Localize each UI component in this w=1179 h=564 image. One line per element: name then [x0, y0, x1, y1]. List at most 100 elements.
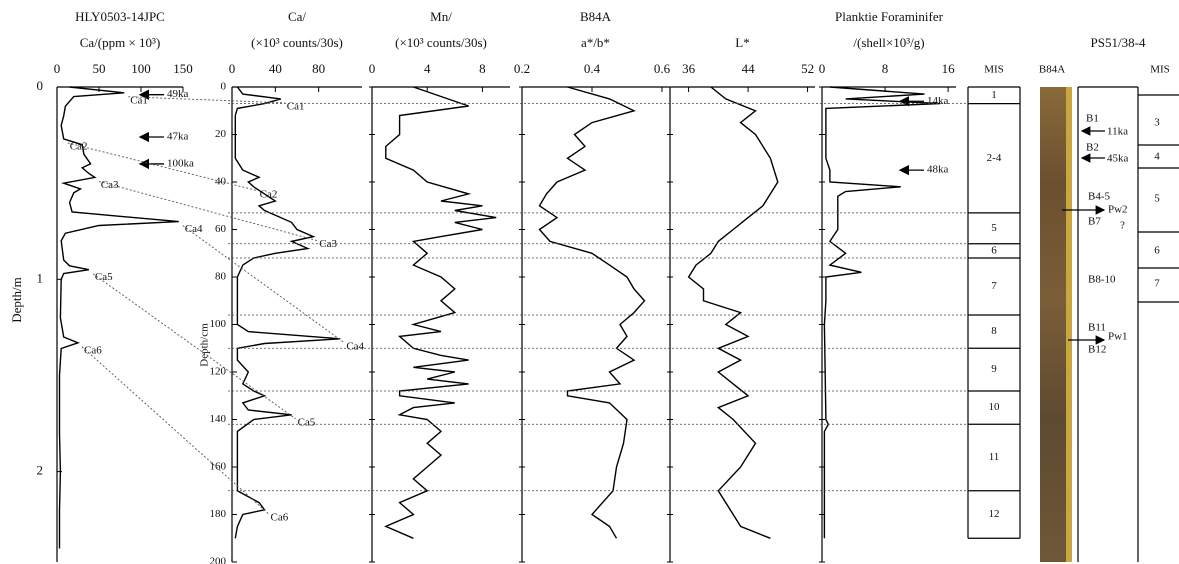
ps51-label: 45ka — [1107, 153, 1129, 165]
peak-label: Ca5 — [298, 416, 316, 428]
ps51-label: ? — [1120, 220, 1125, 232]
ps51-mis-label: 6 — [1154, 245, 1160, 257]
y-tick-label: 60 — [215, 223, 227, 235]
x-tick-label: 0.2 — [514, 61, 530, 76]
ps51-label: B2 — [1086, 142, 1099, 154]
x-tick-label: 4 — [424, 61, 431, 76]
ps51-mis-label: 7 — [1154, 278, 1160, 290]
x-tick-label: 0 — [54, 61, 61, 76]
x-tick-label: 44 — [742, 61, 756, 76]
x-tick-label: 0 — [369, 61, 376, 76]
panel-title: B84A — [580, 9, 612, 24]
ps51-label: B11 — [1088, 322, 1106, 334]
mis-label: 7 — [991, 280, 997, 292]
core-title: B84A — [1039, 64, 1065, 76]
y-tick-label: 20 — [215, 128, 227, 140]
age-label: 100ka — [167, 157, 194, 169]
y-tick-label: 100 — [210, 318, 227, 330]
age-label: 48ka — [927, 164, 949, 176]
mis-title: MIS — [984, 64, 1004, 76]
peak-label: Ca3 — [101, 179, 119, 191]
panel-title: (×10³ counts/30s) — [251, 35, 343, 50]
correlation-line — [93, 274, 296, 419]
ps51-mis-label: 3 — [1154, 117, 1160, 129]
ps51-label: B7 — [1088, 216, 1101, 228]
ps51-label: B4-5 — [1088, 191, 1111, 203]
y-tick-label: 1 — [37, 270, 44, 285]
x-tick-label: 80 — [312, 61, 325, 76]
panel-title: a*/b* — [581, 35, 610, 50]
x-tick-label: 52 — [801, 61, 814, 76]
ps51-mis-title: MIS — [1150, 64, 1170, 76]
x-tick-label: 0 — [229, 61, 236, 76]
x-tick-label: 150 — [173, 61, 193, 76]
mis-label: 5 — [991, 222, 997, 234]
x-tick-label: 50 — [93, 61, 106, 76]
y-tick-label: 80 — [215, 271, 227, 283]
y-tick-label: 2 — [37, 463, 44, 478]
mis-label: 10 — [989, 401, 1001, 413]
data-line — [824, 87, 940, 538]
data-line — [540, 87, 645, 538]
mis-label: 1 — [991, 89, 997, 101]
ps51-label: B8-10 — [1088, 274, 1116, 286]
y-axis-label: Depth/cm — [199, 323, 211, 367]
x-tick-label: 40 — [269, 61, 282, 76]
x-tick-label: 8 — [882, 61, 889, 76]
age-label: 14ka — [927, 95, 949, 107]
mis-label: 12 — [989, 508, 1000, 520]
panel-title: L* — [735, 35, 749, 50]
peak-label: Ca6 — [271, 511, 289, 523]
peak-label: Ca6 — [84, 344, 102, 356]
ps51-mis-label: 4 — [1154, 151, 1160, 163]
y-tick-label: 0 — [37, 78, 44, 93]
ps51-label: B1 — [1086, 113, 1099, 125]
y-tick-label: 200 — [210, 556, 227, 564]
peak-label: Ca2 — [70, 140, 88, 152]
panel-title: (×10³ counts/30s) — [395, 35, 487, 50]
panel-title: /(shell×10³/g) — [853, 35, 924, 50]
x-tick-label: 100 — [131, 61, 151, 76]
mis-label: 2-4 — [987, 152, 1002, 164]
data-line — [235, 87, 340, 538]
peak-label: Ca1 — [287, 100, 305, 112]
correlation-line — [82, 347, 269, 514]
age-label: 47ka — [167, 131, 189, 143]
ps51-label: Pw2 — [1108, 204, 1128, 216]
peak-label: Ca4 — [346, 340, 364, 352]
peak-label: Ca1 — [130, 94, 148, 106]
figure: B84A PS51/38-4 MIS 3 4 5 6 7 B1 11ka B2 … — [0, 0, 1179, 564]
ps51-mis-label: 5 — [1154, 193, 1160, 205]
panel-title: Ca/(ppm × 10³) — [80, 35, 161, 50]
correlation-line — [99, 181, 317, 240]
y-tick-label: 180 — [210, 508, 227, 520]
panel-title: Ca/ — [288, 9, 306, 24]
x-tick-label: 0.6 — [654, 61, 671, 76]
core-image — [1040, 87, 1068, 562]
ps51-label: 11ka — [1107, 126, 1128, 138]
x-tick-label: 36 — [682, 61, 696, 76]
x-tick-label: 8 — [479, 61, 486, 76]
y-tick-label: 160 — [210, 461, 227, 473]
ps51-title: PS51/38-4 — [1091, 35, 1146, 50]
panel-title: Mn/ — [430, 9, 452, 24]
mis-label: 11 — [989, 451, 1000, 463]
y-tick-label: 140 — [210, 413, 227, 425]
mis-label: 8 — [991, 325, 997, 337]
x-tick-label: 16 — [942, 61, 956, 76]
x-tick-label: 0.4 — [584, 61, 601, 76]
ps51-label: B12 — [1088, 344, 1106, 356]
peak-label: Ca3 — [319, 238, 337, 250]
x-tick-label: 0 — [819, 61, 826, 76]
y-axis-label: Depth/m — [9, 277, 24, 323]
correlation-line — [68, 143, 258, 191]
panel-title: Planktie Foraminifer — [835, 9, 944, 24]
mis-label: 9 — [991, 363, 997, 375]
y-tick-label: 0 — [221, 81, 227, 93]
peak-label: Ca2 — [260, 188, 278, 200]
mis-label: 6 — [991, 244, 997, 256]
data-line — [689, 87, 778, 538]
data-line — [386, 87, 496, 538]
correlation-line — [128, 97, 285, 103]
ps51-label: Pw1 — [1108, 331, 1128, 343]
